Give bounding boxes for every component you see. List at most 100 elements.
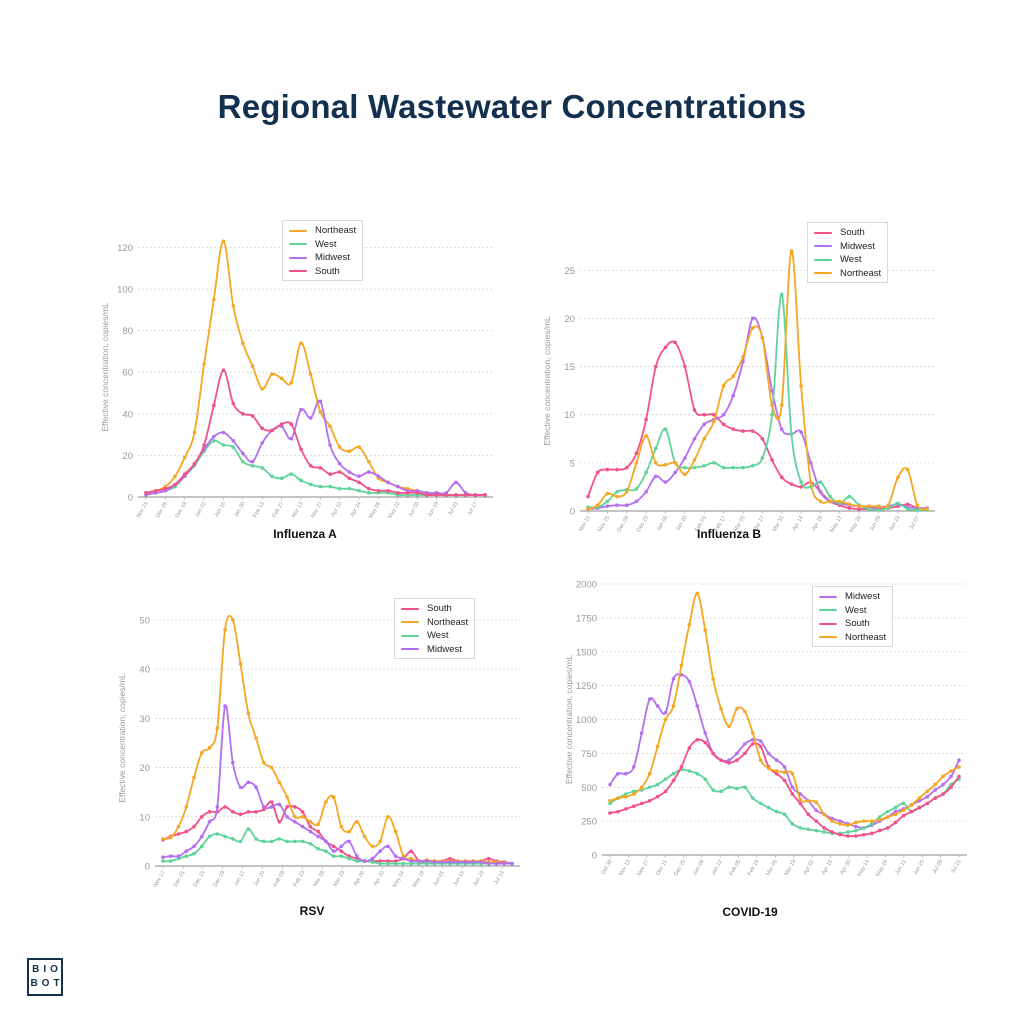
data-point: [424, 861, 429, 866]
data-point: [299, 407, 303, 412]
series-line: [162, 614, 513, 865]
data-point: [885, 815, 890, 819]
data-point: [712, 419, 716, 424]
data-point: [862, 832, 866, 837]
data-point: [644, 434, 648, 438]
data-point: [448, 860, 452, 864]
data-point: [293, 814, 297, 819]
x-tick-label: May 04: [392, 870, 406, 889]
data-point: [254, 785, 258, 790]
data-point: [727, 724, 731, 729]
data-point: [876, 504, 881, 508]
data-point: [386, 844, 390, 849]
data-point: [289, 436, 294, 441]
data-point: [727, 761, 731, 765]
data-point: [608, 799, 612, 803]
chart-rsv: 0 10 20 30 40 50 Effective concentration, copi…: [110, 595, 520, 918]
data-point: [822, 812, 826, 817]
data-point: [814, 828, 819, 833]
data-point: [957, 774, 961, 779]
chart-title: Influenza A: [273, 527, 337, 541]
x-tick-label: Jan 26: [253, 870, 266, 887]
data-point: [502, 861, 507, 866]
x-tick-label: Dec 11: [655, 859, 669, 877]
data-point: [838, 822, 842, 826]
data-point: [949, 769, 953, 773]
y-tick-label: 40: [122, 409, 133, 420]
data-point: [357, 474, 361, 479]
y-tick-label: 120: [117, 243, 133, 254]
data-point: [712, 461, 716, 465]
legend-item-south: South: [819, 617, 886, 631]
data-point: [634, 461, 639, 465]
data-point: [199, 814, 204, 819]
data-point: [774, 769, 779, 773]
x-tick-label: Jan 08: [692, 859, 705, 876]
x-tick-label: Feb 19: [747, 859, 761, 877]
x-tick-label: Nov 27: [637, 859, 651, 877]
legend-swatch: [819, 595, 837, 598]
data-point: [915, 503, 920, 508]
x-tick-label: Feb 09: [273, 870, 287, 888]
data-point: [207, 819, 212, 824]
data-point: [719, 706, 723, 711]
data-point: [246, 810, 251, 814]
data-point: [683, 465, 687, 470]
data-point: [731, 427, 736, 431]
data-point: [376, 488, 381, 493]
data-point: [779, 292, 784, 297]
legend-label: Midwest: [315, 252, 350, 264]
series-line: [145, 369, 485, 496]
data-point: [318, 399, 323, 404]
data-point: [184, 849, 189, 854]
data-point: [386, 488, 390, 493]
data-point: [847, 502, 852, 507]
data-point: [949, 785, 953, 790]
data-point: [703, 740, 707, 745]
data-point: [260, 441, 265, 445]
data-point: [615, 467, 619, 472]
data-point: [779, 403, 784, 407]
data-point: [277, 837, 282, 841]
y-tick-label: 20: [139, 763, 150, 774]
y-tick-label: 0: [128, 493, 133, 504]
legend-swatch: [289, 270, 307, 273]
series-midwest: [608, 672, 961, 830]
data-point: [828, 499, 832, 504]
data-point: [702, 436, 707, 441]
data-point: [838, 832, 842, 837]
data-point: [790, 792, 795, 796]
data-point: [221, 239, 226, 243]
series-midwest: [161, 704, 514, 866]
data-point: [818, 489, 823, 494]
data-point: [221, 443, 226, 447]
legend-item-south: South: [289, 265, 356, 279]
data-point: [644, 417, 648, 422]
data-point: [300, 824, 305, 829]
x-tick-label: Mar 09: [313, 870, 327, 888]
data-point: [463, 493, 468, 497]
data-point: [692, 408, 697, 412]
data-point: [182, 455, 187, 460]
data-point: [331, 844, 336, 849]
data-point: [337, 470, 342, 474]
data-point: [595, 503, 600, 508]
data-point: [886, 503, 891, 508]
legend-swatch: [814, 258, 832, 261]
data-point: [339, 854, 344, 858]
y-tick-label: 1750: [576, 613, 597, 624]
chart-legend: South Northeast West Midwest: [394, 598, 476, 659]
data-point: [741, 355, 745, 359]
data-point: [366, 459, 371, 464]
data-point: [328, 472, 332, 476]
y-tick-label: 5: [570, 458, 575, 469]
data-point: [624, 771, 628, 776]
data-point: [647, 771, 652, 776]
data-point: [857, 507, 861, 511]
data-point: [941, 774, 945, 779]
data-point: [277, 802, 282, 807]
data-point: [933, 788, 938, 792]
data-point: [818, 499, 823, 504]
x-tick-label: Jun 15: [452, 870, 465, 887]
data-point: [316, 834, 320, 839]
